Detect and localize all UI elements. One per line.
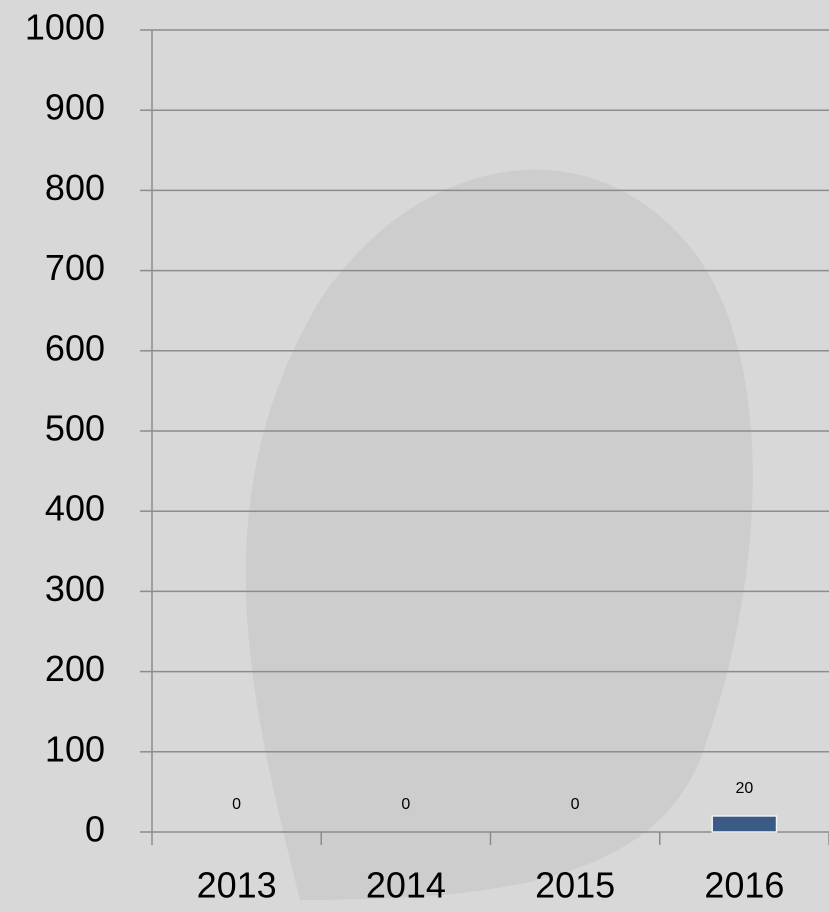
value-label: 20	[735, 780, 753, 797]
x-tick-label: 2016	[704, 865, 784, 906]
value-label: 0	[401, 796, 410, 813]
y-tick-label: 900	[45, 87, 105, 128]
value-label: 0	[571, 796, 580, 813]
y-tick-label: 700	[45, 247, 105, 288]
value-label: 0	[232, 796, 241, 813]
y-tick-label: 800	[45, 167, 105, 208]
x-tick-label: 2015	[535, 865, 615, 906]
y-tick-label: 500	[45, 408, 105, 449]
y-tick-label: 400	[45, 488, 105, 529]
y-tick-label: 300	[45, 568, 105, 609]
bar	[711, 815, 778, 833]
x-tick-label: 2013	[197, 865, 277, 906]
y-tick-label: 1000	[25, 7, 105, 48]
y-tick-label: 200	[45, 648, 105, 689]
y-tick-label: 0	[85, 809, 105, 850]
x-tick-label: 2014	[366, 865, 446, 906]
y-tick-label: 600	[45, 327, 105, 368]
background-pattern	[245, 169, 753, 900]
y-tick-label: 100	[45, 728, 105, 769]
